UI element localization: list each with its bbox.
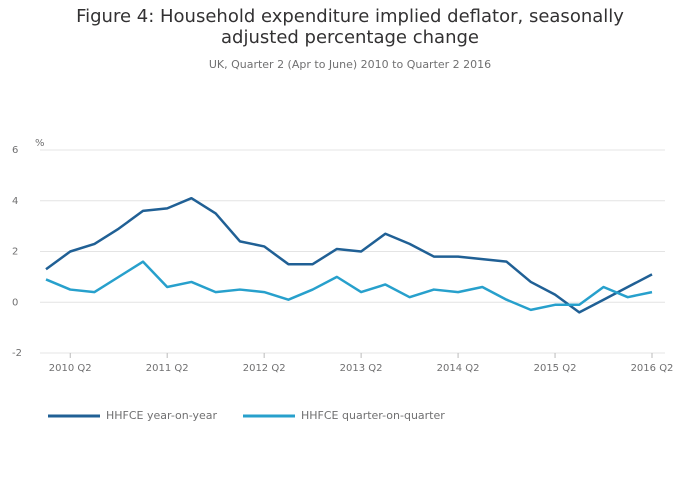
x-tick-label: 2011 Q2 xyxy=(146,363,189,374)
y-axis-label: % xyxy=(35,138,45,149)
x-tick-label: 2015 Q2 xyxy=(534,363,577,374)
x-tick-label: 2016 Q2 xyxy=(631,363,674,374)
data-line xyxy=(45,260,653,312)
data-line xyxy=(45,196,653,314)
y-tick-label: 4 xyxy=(12,196,18,207)
legend-label: HHFCE year-on-year xyxy=(106,409,218,422)
chart-title: Figure 4: Household expenditure implied … xyxy=(76,6,624,48)
y-tick-label: 0 xyxy=(12,297,18,308)
y-tick-label: -2 xyxy=(12,348,22,359)
legend-label: HHFCE quarter-on-quarter xyxy=(301,409,445,422)
x-tick-label: 2014 Q2 xyxy=(437,363,480,374)
x-tick-label: 2012 Q2 xyxy=(243,363,286,374)
y-tick-label: 2 xyxy=(12,247,18,258)
x-tick-label: 2013 Q2 xyxy=(340,363,383,374)
x-tick-label: 2010 Q2 xyxy=(49,363,92,374)
y-tick-label: 6 xyxy=(12,145,18,156)
chart-subtitle: UK, Quarter 2 (Apr to June) 2010 to Quar… xyxy=(208,58,492,71)
